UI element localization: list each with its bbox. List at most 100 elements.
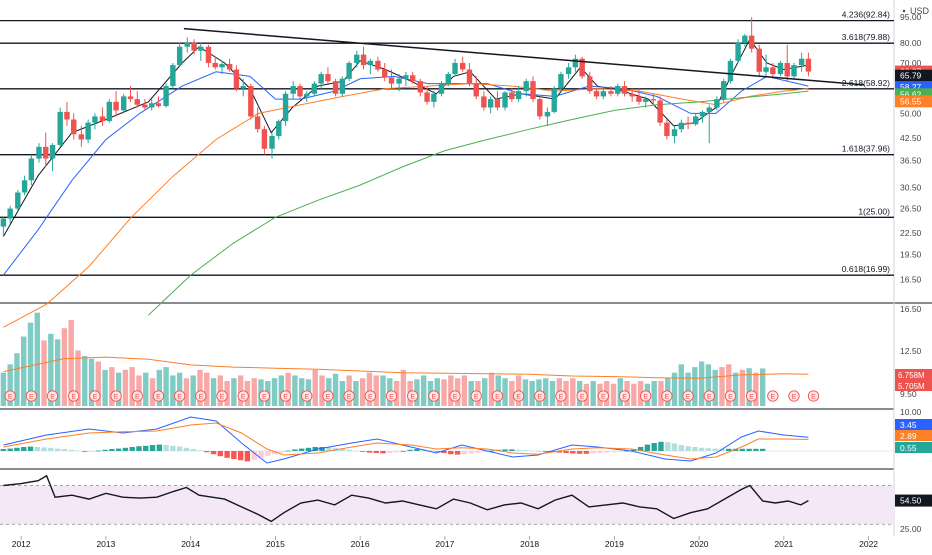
macd-histogram-bar [732, 448, 739, 451]
volume-bar [617, 378, 623, 406]
candle-body [163, 86, 169, 107]
candle-body [699, 111, 706, 117]
macd-histogram-bar [522, 450, 529, 451]
earnings-marker-label: E [728, 394, 733, 401]
earnings-marker-icon [152, 390, 165, 402]
volume-bar [210, 378, 217, 406]
macd-histogram-bar [753, 448, 759, 451]
earnings-marker-label: E [792, 394, 797, 401]
earnings-marker-label: E [326, 394, 331, 401]
volume-badge-label: 6.758M [898, 371, 925, 380]
rsi-value-label: 54.50 [900, 496, 922, 506]
candle-body [438, 83, 445, 94]
candle-body [297, 86, 303, 97]
price-axis-labels: 66.0765.7958.2756.6256.556.758M5.705M3.4… [895, 65, 932, 453]
candle-body [396, 78, 402, 84]
candle-body [113, 101, 119, 111]
volume-bar [726, 364, 732, 406]
macd-histogram-bar [448, 451, 454, 455]
earnings-marker-icon [512, 390, 525, 402]
volume-bar [82, 356, 88, 406]
candle-body [650, 99, 657, 101]
candle-body [579, 58, 585, 77]
candle-body [770, 67, 776, 75]
macd-histogram-bar [692, 447, 698, 451]
candle-body [64, 111, 70, 120]
earnings-marker-label: E [71, 394, 76, 401]
earnings-marker-label: E [432, 394, 437, 401]
candle-body [311, 83, 318, 94]
candle-body [134, 99, 140, 105]
candle-body [615, 86, 621, 94]
candle-body [142, 104, 148, 108]
volume-bar [637, 381, 644, 406]
volume-bar [298, 378, 305, 406]
volume-bar [14, 353, 20, 406]
macd-histogram-bar [387, 451, 393, 453]
candle-body [748, 35, 755, 49]
candle-body [248, 86, 254, 117]
volume-bar [563, 381, 569, 406]
candle-body [431, 93, 437, 102]
volume-axis-tick-label: 12.50 [900, 346, 922, 356]
volume-axis-tick-label: 16.50 [900, 304, 922, 314]
macd-histogram-bar [610, 451, 617, 453]
candle-body [148, 103, 155, 108]
candle-body [784, 62, 790, 77]
candle-body [805, 58, 812, 72]
macd-histogram-bar [190, 449, 196, 451]
macd-histogram-bar [543, 451, 549, 452]
candle-body [671, 129, 678, 137]
volume-bar [441, 379, 447, 406]
candle-body [184, 42, 190, 47]
candle-body [409, 75, 416, 82]
volume-bar [109, 367, 115, 406]
candle-body [219, 64, 225, 68]
moving-average-line [3, 83, 809, 328]
volume-bar [143, 372, 149, 406]
rsi-band-layer [0, 485, 894, 525]
macd-histogram-bar [115, 448, 122, 451]
volume-bar [34, 312, 40, 406]
earnings-marker-label: E [537, 394, 542, 401]
earnings-marker-icon [216, 390, 228, 402]
candle-body [212, 62, 218, 68]
earnings-marker-label: E [643, 394, 648, 401]
macd-badge-label: 2.89 [900, 431, 917, 441]
earnings-marker-label: E [304, 394, 309, 401]
volume-bar [61, 328, 68, 406]
volume-badge-label: 5.705M [898, 382, 925, 391]
macd-histogram-bar [488, 450, 495, 452]
volume-bar [746, 368, 752, 406]
candle-body [0, 218, 7, 227]
candle-body [657, 100, 663, 123]
candle-body [92, 116, 98, 123]
earnings-marker-icon [322, 390, 334, 402]
macd-histogram-bar [217, 451, 224, 457]
macd-histogram-bar [204, 451, 210, 453]
candle-body [636, 96, 642, 102]
volume-bar [88, 358, 95, 406]
earnings-marker-icon [449, 390, 461, 402]
earnings-marker-icon [788, 390, 800, 402]
macd-histogram-bar [583, 451, 590, 454]
macd-histogram-bar [637, 447, 644, 451]
macd-histogram-bar [136, 446, 142, 451]
earnings-marker-icon [555, 390, 567, 402]
volume-bar [373, 375, 379, 406]
macd-histogram-bar [48, 447, 54, 451]
price-badge-label: 65.79 [900, 71, 922, 81]
candle-body [269, 136, 275, 149]
candle-body [28, 158, 35, 181]
candle-body [791, 65, 797, 77]
volume-bar [448, 375, 454, 406]
macd-histogram-bar [454, 451, 461, 455]
candle-body [226, 64, 233, 70]
macd-histogram-bar [7, 448, 13, 451]
candle-body [558, 74, 564, 89]
earnings-marker-icon [682, 390, 694, 402]
time-axis-label: 2021 [774, 539, 793, 549]
macd-histogram-bar [61, 449, 68, 451]
price-badge-label: 58.27 [900, 82, 922, 92]
volume-bar [610, 383, 617, 406]
